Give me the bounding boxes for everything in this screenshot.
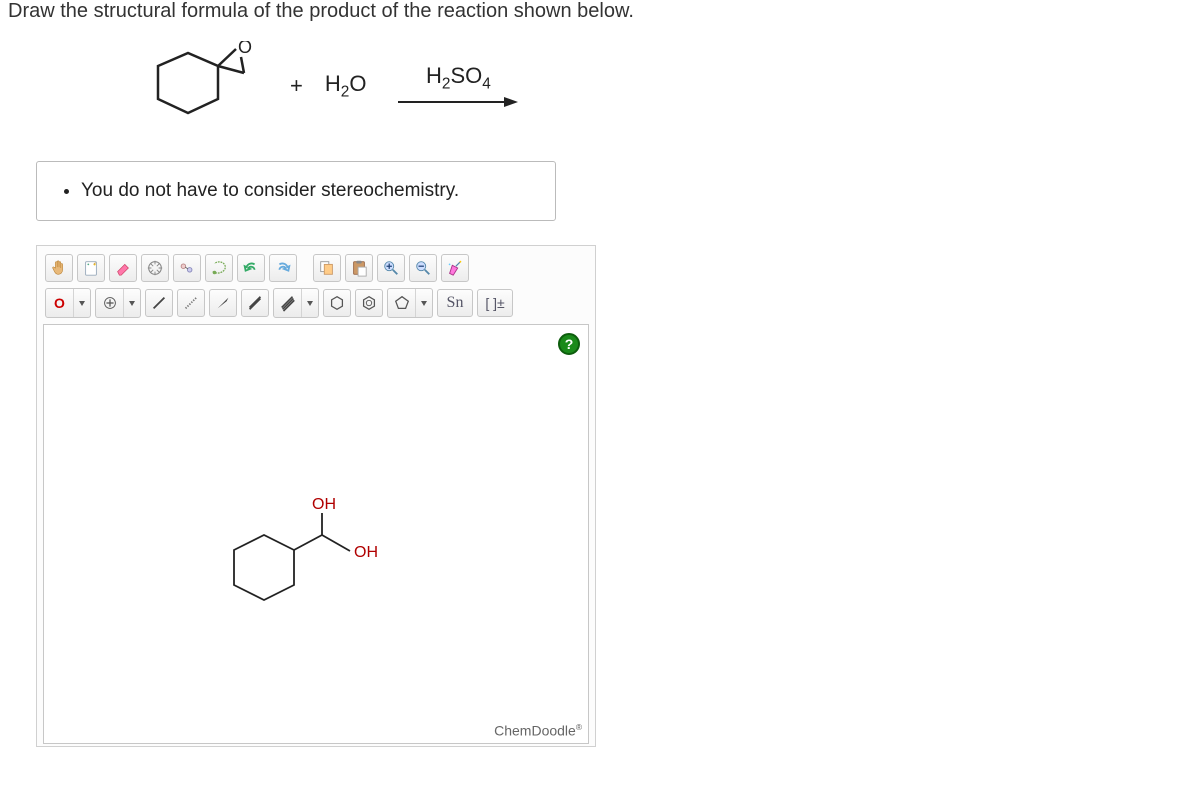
benzene-button[interactable] [355,289,383,317]
plus-sign: + [290,73,303,99]
double-bond-icon [246,294,264,312]
element-label[interactable]: O [46,289,74,317]
benzene-icon [360,294,378,312]
question-text: Draw the structural formula of the produ… [8,0,1192,23]
triple-bond-button[interactable] [274,289,302,317]
reactant-structure: O [128,41,268,131]
zoom-in-icon [382,259,400,277]
plus-circle-icon [101,294,119,312]
hexagon-icon [328,294,346,312]
svg-text:O: O [238,41,252,57]
charge-picker[interactable] [95,288,141,318]
paste-button[interactable] [345,254,373,282]
double-bond-button[interactable] [241,289,269,317]
chain-icon [178,259,196,277]
lasso-tool-button[interactable] [205,254,233,282]
eraser-icon [114,259,132,277]
cyclohexane-button[interactable] [323,289,351,317]
lasso-icon [210,259,228,277]
sn-label: Sn [447,294,464,312]
redo-icon [274,259,292,277]
wedge-bond-icon [214,294,232,312]
hand-icon [50,259,68,277]
chain-tool-button[interactable] [173,254,201,282]
water-reagent: H2O [325,71,367,101]
chemdoodle-editor: O [36,245,596,747]
copy-button[interactable] [313,254,341,282]
reaction-row: O + H2O H2SO4 [128,41,1192,131]
lock-icon [82,259,100,277]
product-structure: OH OH [204,495,424,645]
toolbar-row-2: O [43,288,589,324]
sn-button[interactable]: Sn [437,289,473,317]
bracket-button[interactable]: [ ]± [477,289,513,317]
element-picker[interactable]: O [45,288,91,318]
pentagon-icon [393,294,411,312]
reaction-arrow [398,95,518,109]
paste-icon [350,259,368,277]
bracket-label: [ ]± [485,295,504,311]
zoom-in-button[interactable] [377,254,405,282]
drawing-canvas[interactable]: ? OH OH ChemDoodle® [43,324,589,744]
undo-button[interactable] [237,254,265,282]
catalyst-label: H2SO4 [426,63,491,93]
undo-icon [242,259,260,277]
redo-button[interactable] [269,254,297,282]
oh-label-2: OH [354,544,378,561]
center-tool-button[interactable] [141,254,169,282]
instruction-box: You do not have to consider stereochemis… [36,161,556,221]
ring-picker[interactable] [387,288,433,318]
toolbar-row-1 [43,252,589,288]
chemdoodle-brand: ChemDoodle® [494,722,582,739]
lock-tool-button[interactable] [77,254,105,282]
oh-label-1: OH [312,496,336,513]
single-bond-button[interactable] [145,289,173,317]
bond-dropdown[interactable] [302,289,318,317]
instruction-text: You do not have to consider stereochemis… [81,180,533,202]
clean-icon [446,259,464,277]
dotted-bond-icon [182,294,200,312]
single-bond-icon [150,294,168,312]
help-button[interactable]: ? [558,333,580,355]
triple-bond-icon [279,294,297,312]
hand-tool-button[interactable] [45,254,73,282]
dotted-bond-button[interactable] [177,289,205,317]
triple-bond-picker[interactable] [273,288,319,318]
clean-button[interactable] [441,254,469,282]
zoom-out-button[interactable] [409,254,437,282]
element-dropdown[interactable] [74,289,90,317]
reaction-arrow-group: H2SO4 [398,63,518,109]
ring-dropdown[interactable] [416,289,432,317]
copy-icon [318,259,336,277]
charge-button[interactable] [96,289,124,317]
center-icon [146,259,164,277]
eraser-tool-button[interactable] [109,254,137,282]
wedge-bond-button[interactable] [209,289,237,317]
pentagon-button[interactable] [388,289,416,317]
charge-dropdown[interactable] [124,289,140,317]
zoom-out-icon [414,259,432,277]
